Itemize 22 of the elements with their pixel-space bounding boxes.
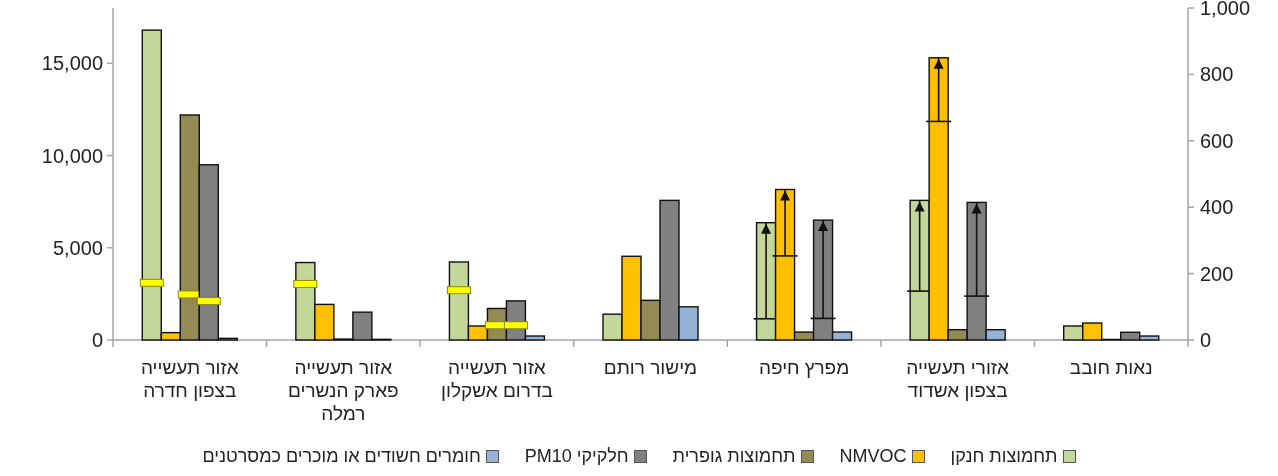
legend-label: NMVOC [839,446,907,467]
y-tick-label: 10,000 [41,144,103,167]
y-tick-label: 5,000 [52,236,103,259]
legend-label: תחמוצות חנקן [950,446,1058,467]
y-tick-label: 0 [91,329,103,351]
x-tick-label: אזור תעשייה בצפון חדרה [139,356,240,402]
x-tick-label: אזור תעשייה פארק הנשרים רמלה [287,356,400,425]
x-tick-label: מישור רותם [602,356,699,379]
x-tick-label: אזור תעשייה בדרום אשקלון [440,356,554,402]
legend-label: תחמוצות גופרית [672,446,796,467]
legend-label: חלקיקי PM10 [524,446,629,467]
y-tick-label: 15,000 [41,52,103,75]
x-tick-label: נאות חובב [1068,356,1154,379]
y2-tick-label: 1,000 [1200,0,1251,19]
legend-label: חומרים חשודים או מוכרים כמסרטנים [202,446,481,467]
x-tick-label: אזורי תעשייה בצפון אשדוד [905,356,1010,402]
y2-tick-label: 400 [1200,196,1234,219]
y2-tick-label: 600 [1200,129,1234,152]
y2-tick-label: 200 [1200,262,1234,285]
x-tick-label: מפרץ חיפה [757,356,851,379]
y2-tick-label: 800 [1200,63,1234,86]
y2-tick-label: 0 [1200,329,1212,351]
